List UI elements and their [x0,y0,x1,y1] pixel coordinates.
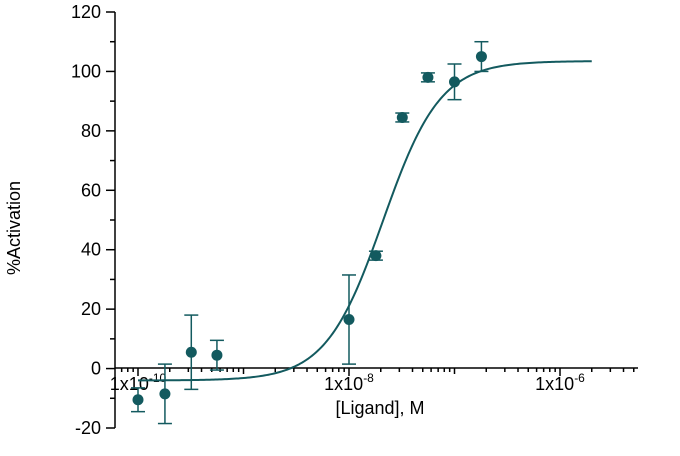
y-tick-label: 60 [81,180,101,200]
y-tick-label: 120 [71,2,101,22]
data-point [396,111,408,123]
x-tick-label: 1x10-8 [324,371,374,394]
fit-curve [137,60,592,382]
data-point [422,71,434,83]
fit-curve-layer [137,60,592,382]
x-tick-label: 1x10-6 [535,371,585,394]
data-point [370,250,382,262]
data-point [132,394,144,406]
y-tick-label: -20 [75,418,101,438]
y-tick-label: 0 [91,359,101,379]
data-point [185,346,197,358]
y-axis: -20 0 20 40 60 80 100 120 [71,2,116,438]
x-axis: 1x10-10 1x10-8 1x10-6 [110,367,638,394]
data-point [449,76,460,88]
data-point [159,388,171,400]
y-tick-label: 40 [81,240,101,260]
y-tick-label: 100 [71,61,101,81]
x-axis-title: [Ligand], M [335,398,424,418]
y-axis-title: %Activation [4,181,24,275]
y-tick-label: 80 [81,121,101,141]
data-point [211,349,223,361]
data-point [475,51,487,63]
data-points-layer [131,40,489,425]
x-tick-label: 1x10-10 [110,371,167,394]
data-point [343,314,355,326]
y-tick-label: 20 [81,299,101,319]
